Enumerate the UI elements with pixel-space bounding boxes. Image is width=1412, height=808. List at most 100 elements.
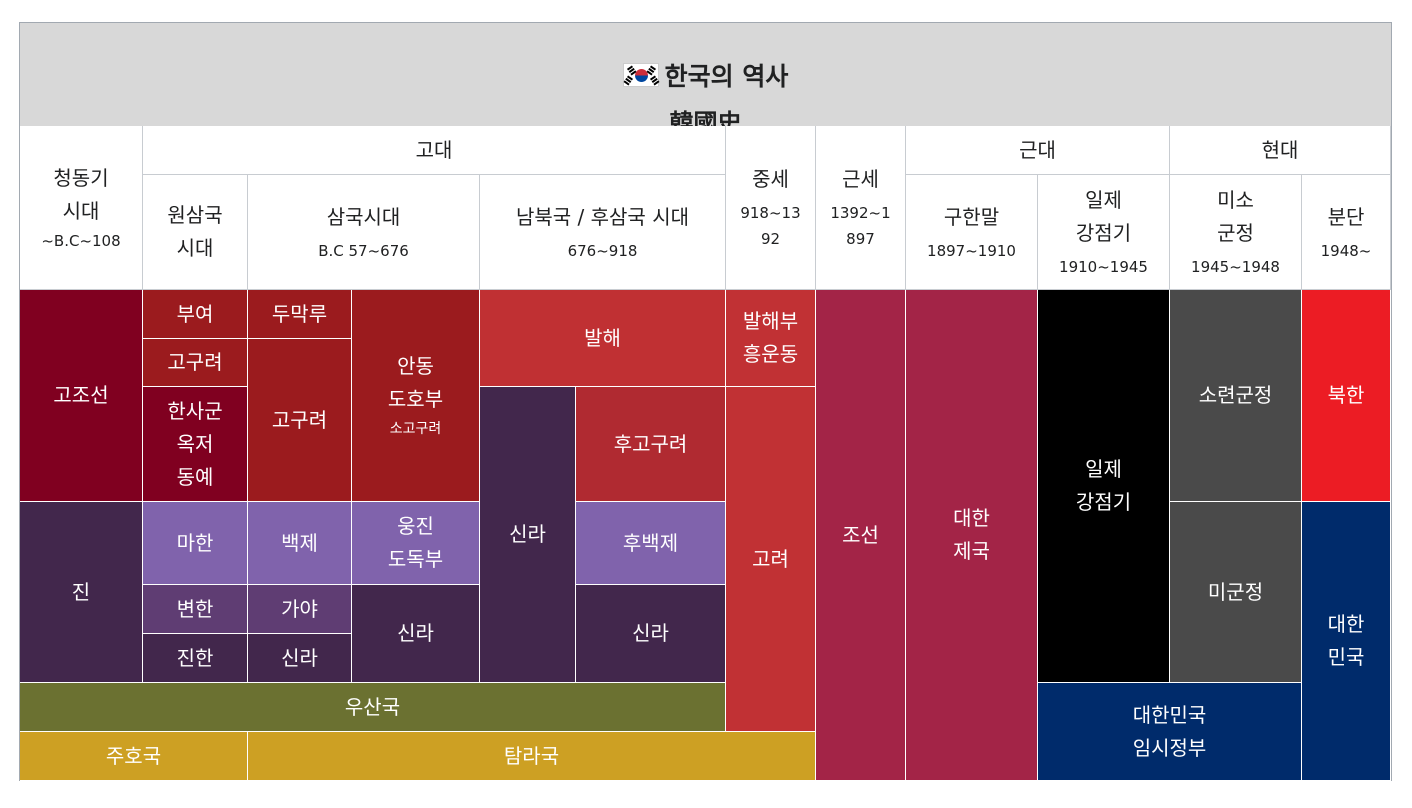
south-korea-flag-icon bbox=[622, 63, 659, 87]
state-andong-protectorate[interactable]: 안동 도호부 소고구려 bbox=[352, 290, 480, 502]
era-years: 918~13 bbox=[740, 204, 801, 222]
era-label: 근대 bbox=[1019, 137, 1056, 162]
state-label: 대한민국 bbox=[1132, 702, 1207, 727]
state-label: 부여 bbox=[176, 301, 214, 326]
state-usanguk[interactable]: 우산국 bbox=[20, 683, 726, 732]
period-label: 원삼국 bbox=[167, 203, 223, 227]
state-label: 민국 bbox=[1327, 645, 1365, 669]
state-label: 변한 bbox=[176, 596, 214, 621]
state-dumakru[interactable]: 두막루 bbox=[248, 290, 352, 339]
period-division[interactable]: 분단 1948~ bbox=[1302, 175, 1391, 290]
state-south-korea[interactable]: 대한 민국 bbox=[1302, 502, 1391, 781]
period-years: 1945~1948 bbox=[1191, 258, 1280, 276]
state-label: 고려 bbox=[752, 546, 789, 571]
state-label: 고구려 bbox=[167, 350, 223, 374]
state-provisional-government[interactable]: 대한민국 임시정부 bbox=[1038, 683, 1302, 781]
state-label: 발해 bbox=[584, 325, 621, 350]
state-label: 마한 bbox=[176, 530, 214, 555]
state-label: 대한 bbox=[953, 506, 990, 530]
period-label: 남북국 / 후삼국 시대 bbox=[515, 204, 689, 229]
state-label: 강점기 bbox=[1075, 490, 1132, 514]
state-label: 웅진 bbox=[397, 514, 434, 538]
title-bar: 한국의 역사 韓國史 bbox=[20, 23, 1391, 137]
period-trusteeship[interactable]: 미소 군정 1945~1948 bbox=[1170, 175, 1302, 290]
state-label: 주호국 bbox=[105, 743, 162, 768]
state-label: 우산국 bbox=[344, 694, 401, 719]
state-label: 가야 bbox=[281, 596, 318, 621]
era-label: 중세 bbox=[752, 167, 789, 191]
era-label: 근세 bbox=[842, 167, 879, 191]
state-japanese-rule[interactable]: 일제 강점기 bbox=[1038, 290, 1170, 683]
period-north-south-states[interactable]: 남북국 / 후삼국 시대 676~918 bbox=[480, 175, 726, 290]
state-korean-empire[interactable]: 대한 제국 bbox=[906, 290, 1038, 781]
state-label: 옥저 bbox=[176, 431, 214, 456]
state-baekje[interactable]: 백제 bbox=[248, 502, 352, 585]
state-soviet-military[interactable]: 소련군정 bbox=[1170, 290, 1302, 502]
state-juhoguk[interactable]: 주호국 bbox=[20, 732, 248, 781]
state-label: 신라 bbox=[397, 621, 434, 645]
state-label: 도독부 bbox=[387, 547, 444, 571]
state-us-military[interactable]: 미군정 bbox=[1170, 502, 1302, 683]
state-label: 탐라국 bbox=[503, 743, 560, 768]
era-ancient[interactable]: 고대 bbox=[143, 126, 726, 175]
state-goguryeo[interactable]: 고구려 bbox=[143, 339, 248, 387]
state-label: 진 bbox=[71, 579, 91, 604]
state-goguryeo[interactable]: 고구려 bbox=[248, 339, 352, 502]
state-jin[interactable]: 진 bbox=[20, 502, 143, 683]
state-label: 도호부 bbox=[387, 386, 444, 411]
state-label: 후고구려 bbox=[613, 431, 688, 456]
state-tamnaguk[interactable]: 탐라국 bbox=[248, 732, 816, 781]
era-years: ~B.C~108 bbox=[41, 231, 121, 250]
state-joseon[interactable]: 조선 bbox=[816, 290, 906, 781]
period-years: 1910~1945 bbox=[1059, 258, 1148, 276]
era-label: 현대 bbox=[1261, 137, 1299, 162]
state-north-korea[interactable]: 북한 bbox=[1302, 290, 1391, 502]
period-years: 1897~1910 bbox=[927, 241, 1016, 260]
state-byeonhan[interactable]: 변한 bbox=[143, 585, 248, 634]
state-later-goguryeo[interactable]: 후고구려 bbox=[576, 387, 726, 502]
state-label: 대한 bbox=[1327, 612, 1365, 636]
state-silla[interactable]: 신라 bbox=[576, 585, 726, 683]
era-contemporary[interactable]: 현대 bbox=[1170, 126, 1391, 175]
era-medieval[interactable]: 중세 918~13 92 bbox=[726, 126, 816, 290]
period-late-joseon[interactable]: 구한말 1897~1910 bbox=[906, 175, 1038, 290]
state-balhae[interactable]: 발해 bbox=[480, 290, 726, 387]
era-years: 1392~1 bbox=[830, 204, 891, 222]
state-gaya[interactable]: 가야 bbox=[248, 585, 352, 634]
era-early-modern[interactable]: 근세 1392~1 897 bbox=[816, 126, 906, 290]
period-japanese-rule[interactable]: 일제 강점기 1910~1945 bbox=[1038, 175, 1170, 290]
period-proto-three-kingdoms[interactable]: 원삼국 시대 bbox=[143, 175, 248, 290]
state-label: 신라 bbox=[281, 645, 318, 670]
state-label: 발해부 bbox=[742, 309, 799, 333]
state-gojoseon[interactable]: 고조선 bbox=[20, 290, 143, 502]
period-label: 삼국시대 bbox=[326, 204, 401, 229]
state-silla[interactable]: 신라 bbox=[480, 387, 576, 683]
state-silla[interactable]: 신라 bbox=[248, 634, 352, 683]
period-label: 일제 bbox=[1085, 188, 1122, 212]
state-goryeo[interactable]: 고려 bbox=[726, 387, 816, 732]
state-silla[interactable]: 신라 bbox=[352, 585, 480, 683]
state-label: 신라 bbox=[632, 621, 669, 645]
period-label: 강점기 bbox=[1075, 221, 1132, 245]
state-jinhan[interactable]: 진한 bbox=[143, 634, 248, 683]
state-buyeo[interactable]: 부여 bbox=[143, 290, 248, 339]
era-bronze-age[interactable]: 청동기 시대 ~B.C~108 bbox=[20, 126, 143, 290]
era-label: 고대 bbox=[415, 137, 453, 162]
state-label: 백제 bbox=[281, 530, 318, 555]
state-label: 안동 bbox=[397, 353, 434, 378]
state-ungjin-commandery[interactable]: 웅진 도독부 bbox=[352, 502, 480, 585]
state-label: 두막루 bbox=[271, 301, 328, 326]
period-label: 구한말 bbox=[943, 204, 1000, 229]
period-label: 분단 bbox=[1327, 204, 1365, 229]
state-mahan[interactable]: 마한 bbox=[143, 502, 248, 585]
state-label: 후백제 bbox=[622, 530, 679, 555]
state-label: 고구려 bbox=[271, 407, 328, 432]
state-label: 흥운동 bbox=[742, 342, 799, 366]
state-label: 신라 bbox=[509, 522, 546, 546]
period-three-kingdoms[interactable]: 삼국시대 B.C 57~676 bbox=[248, 175, 480, 290]
state-label: 조선 bbox=[842, 522, 879, 547]
state-later-baekje[interactable]: 후백제 bbox=[576, 502, 726, 585]
era-modern[interactable]: 근대 bbox=[906, 126, 1170, 175]
state-balhae-remnant[interactable]: 발해부 흥운동 bbox=[726, 290, 816, 387]
state-hansagun[interactable]: 한사군 옥저 동예 bbox=[143, 387, 248, 502]
